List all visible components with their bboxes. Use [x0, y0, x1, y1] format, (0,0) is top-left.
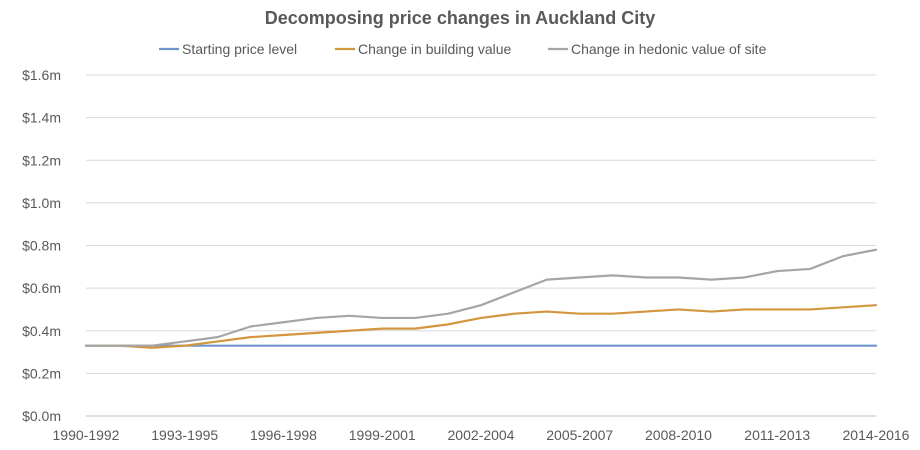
gridlines [86, 74, 876, 417]
y-tick-label: $0.4m [22, 323, 61, 339]
legend-label: Change in building value [358, 41, 512, 57]
chart-title: Decomposing price changes in Auckland Ci… [265, 8, 655, 28]
legend: Starting price level Change in building v… [159, 41, 767, 57]
legend-item-change-in-hedonic-value-of-site: Change in hedonic value of site [548, 41, 767, 57]
series-line-change-in-hedonic-value-of-site [84, 248, 878, 347]
y-tick-label: $0.8m [22, 238, 61, 254]
y-axis-ticks: $0.0m $0.2m $0.4m $0.6m $0.8m $1.0m $1.2m $1.4m… [22, 67, 61, 424]
y-tick-label: $1.0m [22, 195, 61, 211]
y-tick-label: $1.4m [22, 110, 61, 126]
x-tick-label: 2011-2013 [744, 427, 810, 443]
x-tick-label: 2002-2004 [448, 427, 515, 443]
y-tick-label: $0.2m [22, 365, 61, 381]
legend-item-change-in-building-value: Change in building value [335, 41, 512, 57]
x-tick-label: 2014-2016 [843, 427, 910, 443]
y-tick-label: $1.6m [22, 67, 61, 83]
series-lines [84, 248, 878, 349]
y-tick-label: $1.2m [22, 152, 61, 168]
x-tick-label: 2005-2007 [546, 427, 613, 443]
legend-item-starting-price-level: Starting price level [159, 41, 297, 57]
x-tick-label: 2008-2010 [645, 427, 712, 443]
y-tick-label: $0.6m [22, 280, 61, 296]
y-tick-label: $0.0m [22, 408, 61, 424]
x-tick-label: 1990-1992 [53, 427, 120, 443]
x-tick-label: 1993-1995 [151, 427, 218, 443]
x-axis-ticks: 1990-1992 1993-1995 1996-1998 1999-2001 2002… [53, 427, 910, 443]
legend-label: Change in hedonic value of site [571, 41, 767, 57]
series-change-in-hedonic-value-of-site [84, 248, 878, 347]
series-line-change-in-building-value [84, 304, 878, 349]
series-change-in-building-value [84, 304, 878, 349]
legend-label: Starting price level [182, 41, 297, 57]
x-tick-label: 1999-2001 [349, 427, 416, 443]
x-tick-label: 1996-1998 [250, 427, 317, 443]
